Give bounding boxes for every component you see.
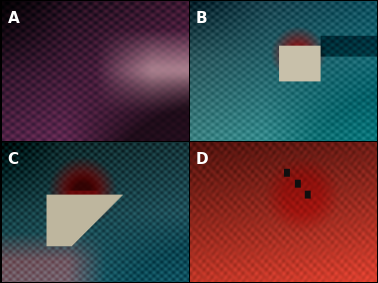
Text: D: D bbox=[195, 152, 208, 167]
Text: B: B bbox=[195, 11, 207, 26]
Text: C: C bbox=[8, 152, 19, 167]
Text: A: A bbox=[8, 11, 19, 26]
